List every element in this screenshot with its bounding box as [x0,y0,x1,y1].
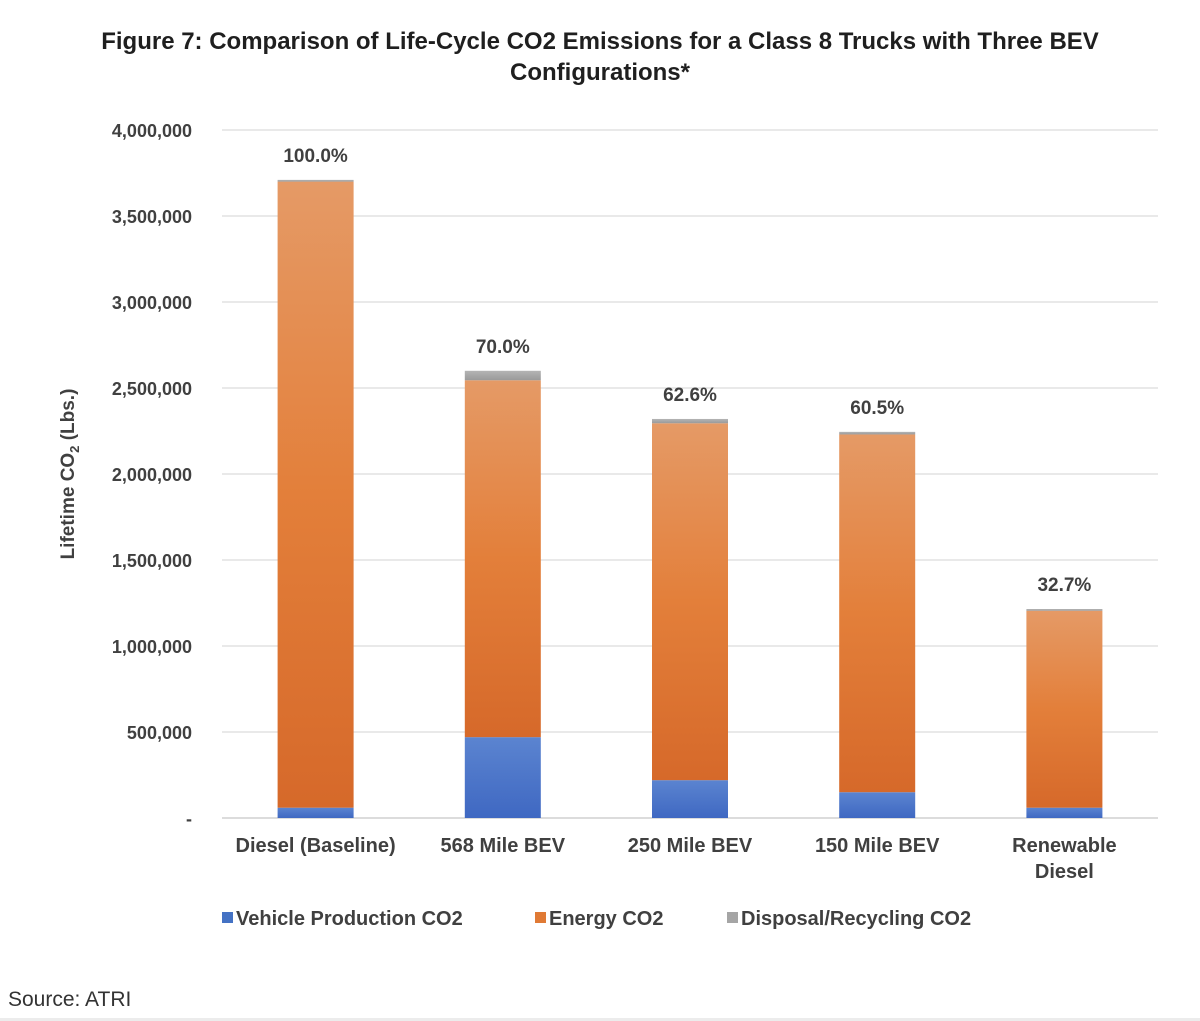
x-tick-label: Renewable [1012,835,1116,857]
y-tick-label: 1,000,000 [112,637,192,657]
data-label: 32.7% [1037,575,1091,596]
bar-segment-vehicle-production-co2 [277,807,354,818]
legend-label-disposal-recycling-co2: Disposal/Recycling CO2 [741,908,971,930]
bar-segment-disposal-recycling-co2 [1026,609,1103,611]
x-axis-labels: Diesel (Baseline) 568 Mile BEV 250 Mile BE… [236,835,1117,883]
y-tick-label: 4,000,000 [112,121,192,141]
y-axis-title: Lifetime CO2 (Lbs.) [58,389,82,560]
bar-segment-energy-co2 [464,380,541,738]
bar-segment-vehicle-production-co2 [1026,807,1103,818]
y-tick-label: 1,500,000 [112,551,192,571]
x-tick-label: 568 Mile BEV [441,835,566,857]
chart-title-line-2: Configurations* [510,59,690,86]
data-label: 100.0% [283,146,348,167]
bar-segment-vehicle-production-co2 [464,737,541,818]
chart-title: Figure 7: Comparison of Life-Cycle CO2 E… [0,26,1200,88]
bar-segment-disposal-recycling-co2 [652,418,728,424]
bar-segment-energy-co2 [652,423,728,781]
source-note: Source: ATRI [8,988,132,1011]
x-tick-label: 150 Mile BEV [815,835,940,857]
footer-divider [0,1018,1200,1021]
y-tick-label: 3,000,000 [112,293,192,313]
legend: Vehicle Production CO2 Energy CO2 Disposal… [222,908,971,930]
y-axis-title-main: Lifetime CO [58,453,79,560]
data-label: 62.6% [663,385,717,406]
y-tick-label: 3,500,000 [112,207,192,227]
legend-swatch-disposal-recycling-co2 [727,912,738,923]
legend-label-energy-co2: Energy CO2 [549,908,663,930]
x-tick-label: Diesel [1035,861,1094,883]
legend-swatch-energy-co2 [535,912,546,923]
y-tick-label: 500,000 [127,723,192,743]
y-tick-label: - [186,809,192,829]
bar-segment-disposal-recycling-co2 [839,431,916,435]
x-tick-label: 250 Mile BEV [628,835,753,857]
bar-segment-disposal-recycling-co2 [464,370,541,381]
y-axis-title-sub: 2 [67,446,82,453]
y-tick-label: 2,000,000 [112,465,192,485]
y-axis-title-tail: (Lbs.) [58,389,79,446]
data-labels: 100.0% 70.0% 62.6% 60.5% 32.7% [283,146,1091,596]
bar-segment-energy-co2 [1026,610,1103,808]
y-axis-ticks: - 500,000 1,000,000 1,500,000 2,000,000 2,500… [112,121,192,829]
legend-label-vehicle-production-co2: Vehicle Production CO2 [236,908,463,930]
bar-segment-vehicle-production-co2 [652,780,728,818]
bar-segment-energy-co2 [839,434,916,793]
bar-segment-disposal-recycling-co2 [277,179,354,182]
data-label: 60.5% [850,398,904,419]
data-label: 70.0% [476,337,530,358]
x-tick-label: Diesel (Baseline) [236,835,396,857]
bar-segment-energy-co2 [277,181,354,808]
chart-title-line-1: Figure 7: Comparison of Life-Cycle CO2 E… [101,28,1099,55]
bar-segment-vehicle-production-co2 [839,792,916,818]
bars [277,179,1103,818]
y-tick-label: 2,500,000 [112,379,192,399]
legend-swatch-vehicle-production-co2 [222,912,233,923]
